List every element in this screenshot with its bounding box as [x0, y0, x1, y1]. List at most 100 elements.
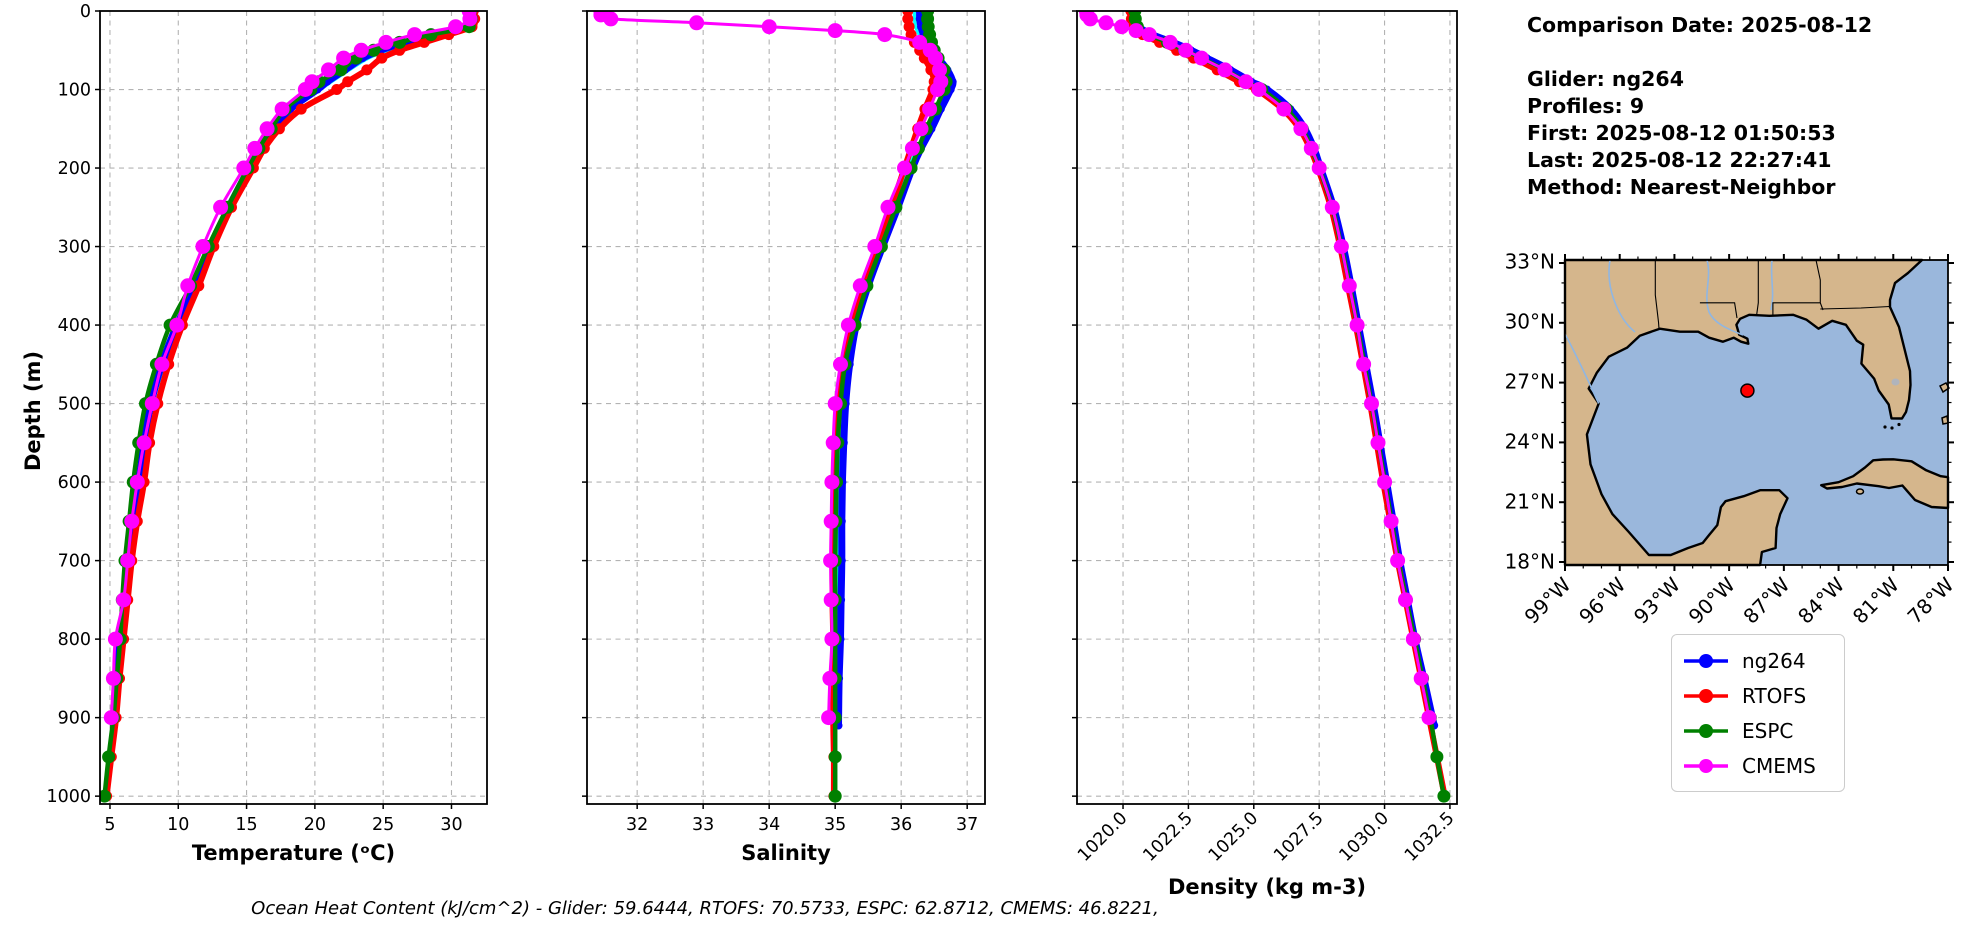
marker — [1341, 278, 1357, 294]
marker — [154, 356, 170, 372]
marker — [1413, 670, 1429, 686]
marker — [116, 592, 132, 608]
lon-tick-label: 78°W — [1903, 572, 1959, 628]
lon-tick-label: 99°W — [1520, 572, 1576, 628]
marker — [129, 474, 145, 490]
marker — [932, 62, 947, 78]
marker — [1098, 15, 1114, 31]
xtick-label: 35 — [824, 815, 846, 835]
map-border — [1564, 259, 1949, 566]
marker — [1398, 592, 1413, 608]
legend-item-espc: ESPC — [1682, 713, 1834, 748]
marker — [1303, 140, 1319, 156]
comparison-date: Comparison Date: 2025-08-12 — [1527, 13, 1873, 37]
ytick-label: 600 — [58, 473, 91, 493]
xtick-label: 1022.5 — [1140, 808, 1197, 865]
marker — [195, 239, 211, 254]
lon-tick-label: 90°W — [1684, 572, 1740, 628]
series-markers-CMEMS — [593, 11, 949, 726]
tick-marks — [582, 10, 968, 809]
xtick-label: 37 — [956, 815, 978, 835]
marker — [897, 160, 912, 176]
legend: ng264 RTOFS ESPC CMEMS — [1671, 634, 1845, 792]
panel-0: 0 100 200 300 400 500 600 700 800 900 1000 5 10 15 20 2… — [46, 2, 488, 865]
marker — [169, 317, 185, 333]
series-line-glider-raw — [1130, 11, 1434, 728]
series-line-ng264 — [1132, 11, 1438, 729]
marker — [1405, 631, 1421, 647]
legend-item-rtofs: RTOFS — [1682, 678, 1834, 713]
marker — [880, 199, 896, 215]
line-marker-icon — [1684, 688, 1728, 703]
panel-border — [586, 10, 986, 805]
legend-item-cmems: CMEMS — [1682, 748, 1834, 783]
marker — [823, 513, 839, 529]
marker — [840, 317, 856, 333]
lon-tick-label: 96°W — [1574, 572, 1630, 628]
series-line-ng264 — [835, 11, 957, 729]
marker — [1141, 27, 1157, 43]
marker — [1114, 19, 1130, 35]
line-marker-icon — [1684, 758, 1728, 773]
ytick-label: 800 — [58, 630, 91, 650]
marker — [144, 396, 160, 412]
xtick-label: 33 — [692, 815, 714, 835]
xtick-label: 1027.5 — [1270, 808, 1327, 865]
marker — [1276, 101, 1292, 117]
marker — [120, 553, 136, 569]
marker — [904, 140, 920, 156]
info-panel: Comparison Date: 2025-08-12 Glider: ng26… — [1527, 12, 1872, 201]
xtick-label: 36 — [890, 815, 912, 835]
marker — [912, 34, 928, 50]
ytick-label: 1000 — [46, 787, 91, 807]
lon-tick-label: 84°W — [1793, 572, 1849, 628]
xtick-label: 34 — [758, 815, 780, 835]
marker — [828, 789, 842, 803]
marker — [462, 11, 478, 27]
series-group — [593, 11, 957, 803]
xtick-label: 20 — [304, 815, 326, 835]
marker — [928, 50, 943, 66]
marker — [827, 396, 843, 412]
xtick-label: 1020.0 — [1074, 808, 1131, 865]
marker — [105, 670, 121, 686]
marker — [180, 278, 196, 294]
marker — [103, 710, 119, 726]
tick-labels: 0 100 200 300 400 500 600 700 800 900 1000 5 10 15 20 2… — [46, 2, 462, 835]
marker — [828, 750, 842, 764]
map-state-borders — [1654, 259, 1890, 330]
marker — [1293, 121, 1309, 137]
marker — [213, 199, 229, 215]
series-markers-CMEMS — [103, 11, 478, 726]
marker — [331, 84, 343, 95]
profiles-count: Profiles: 9 — [1527, 94, 1645, 118]
marker — [334, 63, 348, 77]
lat-tick-label: 33°N — [1505, 250, 1555, 274]
series-line-CMEMS — [598, 11, 943, 720]
map-land-group — [1563, 258, 1951, 567]
marker — [1333, 239, 1349, 254]
gulf-map: 33°N 30°N 27°N 24°N 21°N 18°N 99°W 96°W … — [1505, 250, 1959, 629]
marker — [689, 15, 705, 31]
tick-labels: 32 33 34 35 36 37 — [626, 815, 978, 835]
marker — [824, 474, 840, 490]
map-land-north-america — [1563, 258, 1924, 567]
marker — [448, 19, 464, 35]
x-axis-label: Temperature (ᵒC) — [192, 841, 395, 865]
marker — [852, 278, 868, 294]
ytick-label: 400 — [58, 316, 91, 336]
panel-1: 32 33 34 35 36 37 Salinity — [582, 10, 986, 865]
lat-tick-label: 18°N — [1505, 550, 1555, 574]
marker — [1178, 42, 1194, 58]
glider-name: Glider: ng264 — [1527, 67, 1684, 91]
marker — [1162, 34, 1178, 50]
last-profile-time: Last: 2025-08-12 22:27:41 — [1527, 148, 1832, 172]
marker — [1356, 356, 1372, 372]
line-marker-icon — [1684, 723, 1728, 738]
ytick-label: 900 — [58, 709, 91, 729]
ytick-label: 100 — [58, 81, 91, 101]
marker — [376, 52, 388, 64]
marker — [1390, 553, 1406, 569]
marker — [1377, 474, 1393, 490]
marker — [930, 82, 945, 97]
